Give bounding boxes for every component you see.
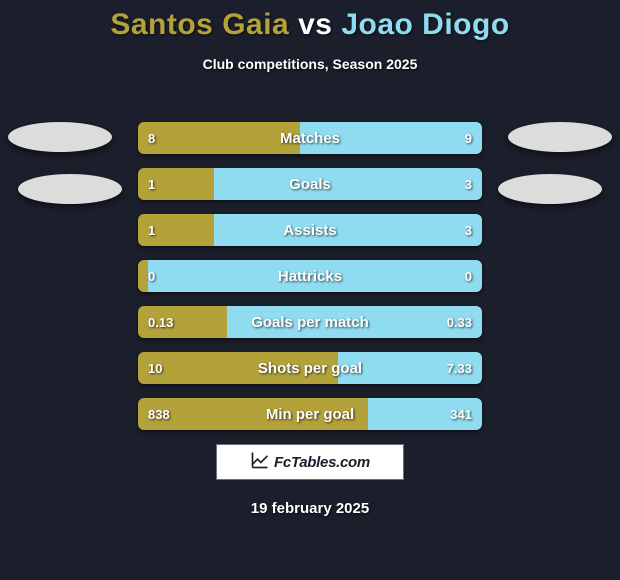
bar-segment-player2: [148, 260, 482, 292]
bar-row: 107.33Shots per goal: [138, 352, 482, 384]
comparison-bars: 89Matches 13Goals 13Assists 00Hattricks 0.13…: [138, 122, 482, 444]
bar-segment-player1: [138, 306, 227, 338]
bar-row: 0.130.33Goals per match: [138, 306, 482, 338]
date-text: 19 february 2025: [0, 500, 620, 517]
bar-segment-player1: [138, 122, 300, 154]
bar-segment-player2: [214, 168, 482, 200]
subtitle: Club competitions, Season 2025: [0, 56, 620, 72]
bar-segment-player1: [138, 214, 214, 246]
bar-segment-player1: [138, 398, 368, 430]
fctables-logo[interactable]: FcTables.com: [216, 444, 404, 480]
decorative-ellipse: [18, 174, 122, 204]
bar-segment-player2: [300, 122, 482, 154]
title-vs: vs: [298, 8, 332, 41]
decorative-ellipse: [508, 122, 612, 152]
bar-segment-player1: [138, 352, 338, 384]
title-player2: Joao Diogo: [341, 8, 509, 41]
bar-segment-player2: [338, 352, 482, 384]
bar-row: 13Assists: [138, 214, 482, 246]
bar-row: 00Hattricks: [138, 260, 482, 292]
decorative-ellipse: [498, 174, 602, 204]
bar-segment-player1: [138, 168, 214, 200]
bar-segment-player2: [214, 214, 482, 246]
bar-segment-player2: [227, 306, 482, 338]
bar-segment-player1: [138, 260, 148, 292]
title-player1: Santos Gaia: [110, 8, 289, 41]
decorative-ellipse: [8, 122, 112, 152]
bar-row: 838341Min per goal: [138, 398, 482, 430]
bar-row: 89Matches: [138, 122, 482, 154]
page-title: Santos Gaia vs Joao Diogo: [0, 0, 620, 42]
logo-text: FcTables.com: [274, 454, 370, 471]
bar-row: 13Goals: [138, 168, 482, 200]
bar-segment-player2: [368, 398, 482, 430]
chart-icon: [250, 450, 270, 475]
